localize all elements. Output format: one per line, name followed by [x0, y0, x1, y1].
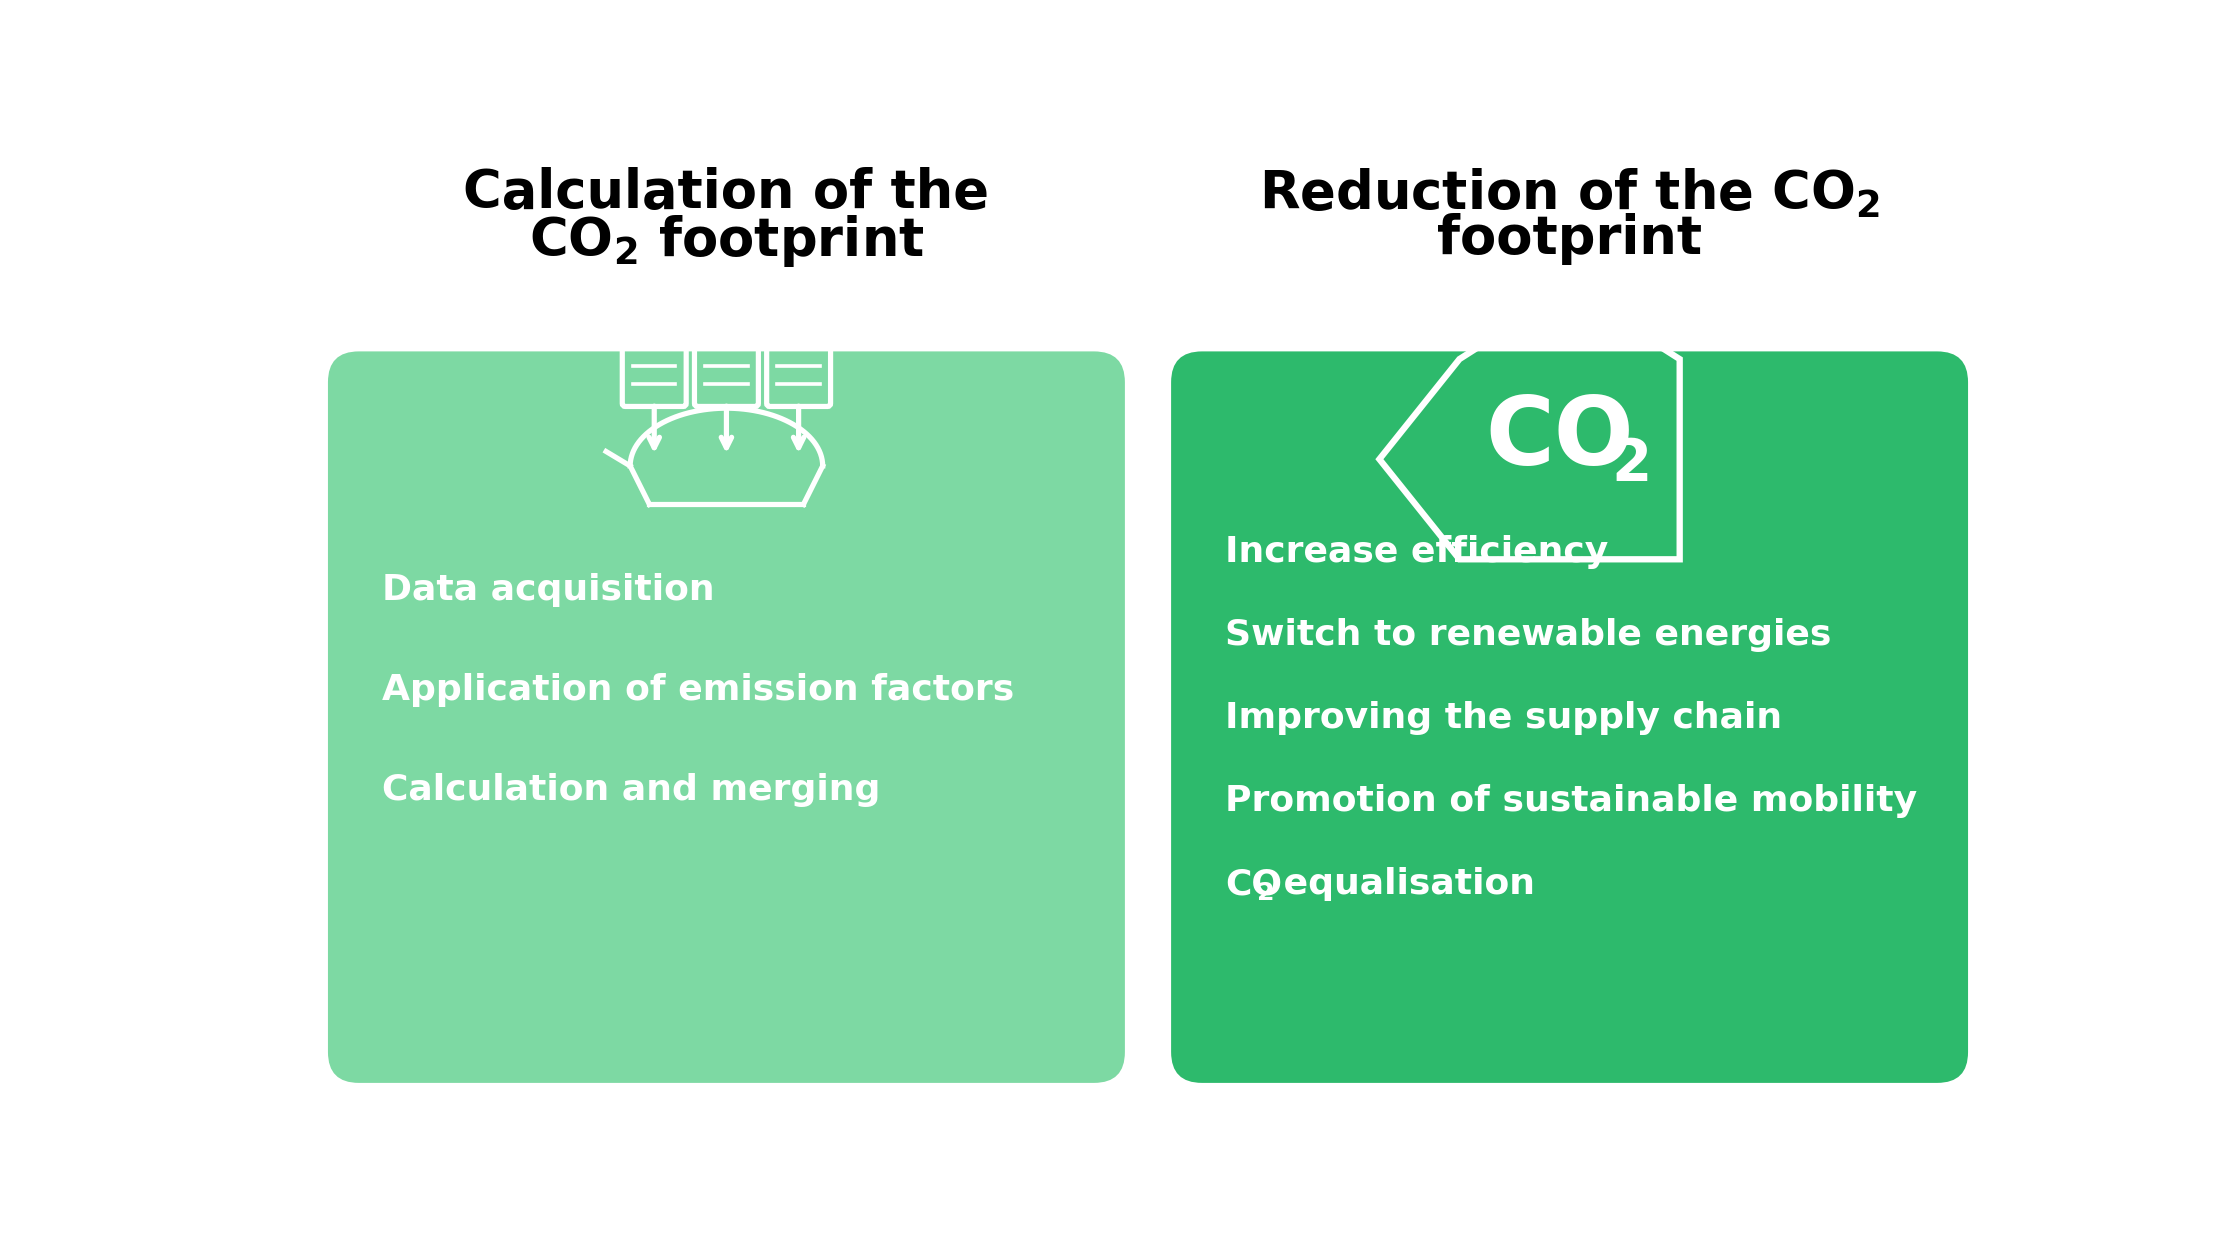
- Text: footprint: footprint: [1438, 213, 1702, 265]
- FancyBboxPatch shape: [327, 352, 1124, 1082]
- Text: Application of emission factors: Application of emission factors: [381, 673, 1015, 707]
- Text: Calculation of the: Calculation of the: [464, 166, 990, 218]
- Text: Promotion of sustainable mobility: Promotion of sustainable mobility: [1225, 784, 1917, 818]
- Text: $\mathbf{CO_2}$ footprint: $\mathbf{CO_2}$ footprint: [529, 213, 925, 268]
- FancyBboxPatch shape: [1172, 352, 1969, 1082]
- Text: 2: 2: [1257, 882, 1275, 906]
- Text: CO: CO: [1225, 867, 1281, 901]
- Text: equalisation: equalisation: [1270, 867, 1534, 901]
- Text: 2: 2: [1611, 436, 1651, 493]
- Text: Improving the supply chain: Improving the supply chain: [1225, 701, 1783, 735]
- Text: Switch to renewable energies: Switch to renewable energies: [1225, 617, 1832, 651]
- Text: Increase efficiency: Increase efficiency: [1225, 534, 1608, 568]
- Text: Data acquisition: Data acquisition: [381, 573, 715, 607]
- Text: CO: CO: [1485, 393, 1633, 485]
- Text: Calculation and merging: Calculation and merging: [381, 774, 880, 808]
- Text: Reduction of the $\mathbf{CO_2}$: Reduction of the $\mathbf{CO_2}$: [1259, 166, 1879, 220]
